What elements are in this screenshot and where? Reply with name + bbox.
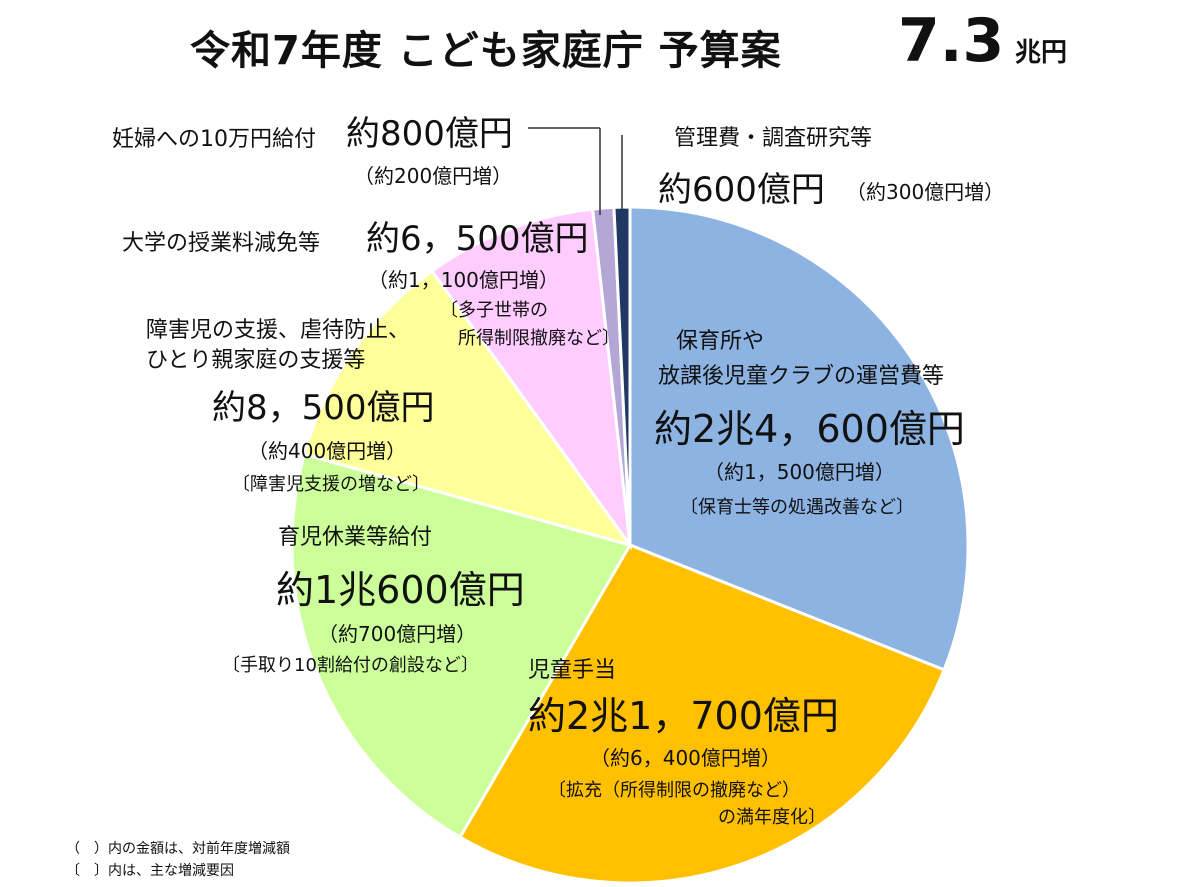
label-hoiku-increase: （約1，500億円増） bbox=[704, 460, 895, 484]
pie-slice-5 bbox=[429, 207, 633, 551]
label-hoiku-name-2: 放課後児童クラブの運営費等 bbox=[658, 364, 945, 389]
label-daigaku-increase: （約1，100億円増） bbox=[368, 268, 559, 292]
label-jido-reason-1: 〔拡充（所得制限の撤廃など） bbox=[548, 780, 800, 801]
label-daigaku-reason-2: 所得制限撤廃など〕 bbox=[458, 328, 620, 349]
title-main: 令和7年度 こども家庭庁 予算案 bbox=[190, 28, 782, 74]
label-jido-increase: （約6，400億円増） bbox=[590, 746, 781, 770]
label-hoiku-name-1: 保育所や bbox=[676, 329, 765, 354]
label-ninpu-amount: 約800億円 bbox=[346, 114, 513, 154]
label-shogai-amount: 約8，500億円 bbox=[212, 388, 435, 428]
label-ikuji-increase: （約700億円増） bbox=[318, 622, 477, 646]
label-kanri-increase: （約300億円増） bbox=[846, 180, 1005, 204]
label-ikuji-amount: 約1兆600億円 bbox=[276, 568, 525, 612]
label-jido-name: 児童手当 bbox=[528, 658, 617, 683]
pie-slice-1 bbox=[628, 205, 970, 672]
title-total: 7.3 bbox=[898, 6, 1005, 76]
label-jido-amount: 約2兆1，700億円 bbox=[528, 694, 839, 738]
label-daigaku-reason-1: 〔多子世帯の bbox=[440, 300, 548, 321]
chart-title: 令和7年度 こども家庭庁 予算案 7.3 兆円 bbox=[190, 6, 1090, 76]
footnote-amount: （ ）内の金額は、対前年度増減額 bbox=[66, 841, 290, 857]
label-ikuji-reason: 〔手取り10割給付の創設など〕 bbox=[222, 655, 479, 676]
label-daigaku-amount: 約6，500億円 bbox=[366, 219, 589, 259]
label-shogai-name-1: 障害児の支援、虐待防止、 bbox=[146, 318, 411, 343]
label-shogai-reason: 〔障害児支援の増など〕 bbox=[232, 474, 430, 495]
label-ninpu-name: 妊婦への10万円給付 bbox=[112, 127, 316, 152]
title-unit: 兆円 bbox=[1015, 38, 1068, 68]
label-hoiku-amount: 約2兆4，600億円 bbox=[654, 407, 965, 451]
label-ikuji-name: 育児休業等給付 bbox=[278, 525, 433, 550]
label-hoiku-reason: 〔保育士等の処遇改善など〕 bbox=[680, 497, 914, 518]
pie-slice-3 bbox=[290, 452, 633, 840]
footnote-reason: 〔 〕内は、主な増減要因 bbox=[66, 863, 234, 879]
label-ninpu-increase: （約200億円増） bbox=[354, 164, 513, 188]
pie-slice-4 bbox=[302, 268, 634, 548]
label-daigaku-name: 大学の授業料減免等 bbox=[122, 231, 321, 256]
label-kanri-name: 管理費・調査研究等 bbox=[674, 126, 873, 151]
label-jido-reason-2: の満年度化〕 bbox=[718, 807, 826, 828]
label-kanri-amount: 約600億円 bbox=[658, 170, 825, 210]
label-shogai-increase: （約400億円増） bbox=[248, 439, 407, 463]
label-shogai-name-2: ひとり親家庭の支援等 bbox=[146, 348, 366, 373]
